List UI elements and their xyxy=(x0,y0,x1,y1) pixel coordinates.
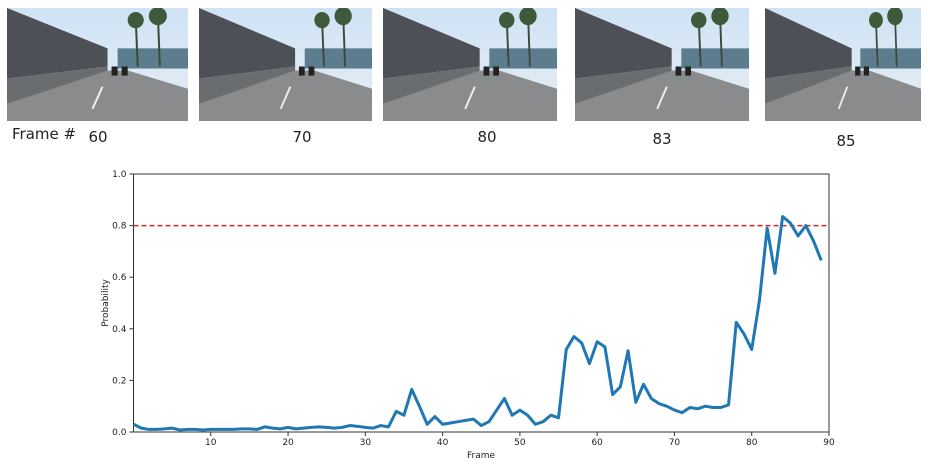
x-tick-label: 20 xyxy=(282,438,294,448)
y-tick-label: 1.0 xyxy=(112,170,127,180)
x-tick-label: 30 xyxy=(360,438,372,448)
frame-number: 70 xyxy=(292,128,311,146)
frame-image xyxy=(765,7,921,121)
x-tick-label: 70 xyxy=(669,438,681,448)
y-tick-label: 0.0 xyxy=(112,428,127,438)
frame-image xyxy=(7,7,188,121)
frame-image xyxy=(383,7,557,121)
y-tick-label: 0.4 xyxy=(112,325,127,335)
y-axis-label: Probability xyxy=(101,279,111,327)
y-tick-label: 0.8 xyxy=(112,222,127,232)
y-tick-label: 0.6 xyxy=(112,273,127,283)
frame-number: 80 xyxy=(477,128,496,146)
line-series xyxy=(134,217,822,430)
frame-image xyxy=(199,7,372,121)
y-tick-label: 0.2 xyxy=(112,376,126,386)
frames-label: Frame # xyxy=(12,125,76,143)
x-tick-label: 40 xyxy=(437,438,449,448)
frame-number: 83 xyxy=(652,130,671,148)
x-axis-label: Frame xyxy=(467,451,496,460)
x-tick-label: 60 xyxy=(591,438,603,448)
x-tick-label: 50 xyxy=(514,438,526,448)
figure: Frame # 60 70 80 83 85 Frame Probability… xyxy=(0,0,928,460)
x-tick-label: 90 xyxy=(823,438,835,448)
frame-images xyxy=(7,7,921,121)
plot-frame xyxy=(134,174,830,432)
frame-number: 60 xyxy=(88,128,107,146)
frame-number: 85 xyxy=(836,132,855,150)
frame-image xyxy=(575,7,749,121)
x-tick-label: 80 xyxy=(746,438,758,448)
x-tick-label: 10 xyxy=(205,438,217,448)
